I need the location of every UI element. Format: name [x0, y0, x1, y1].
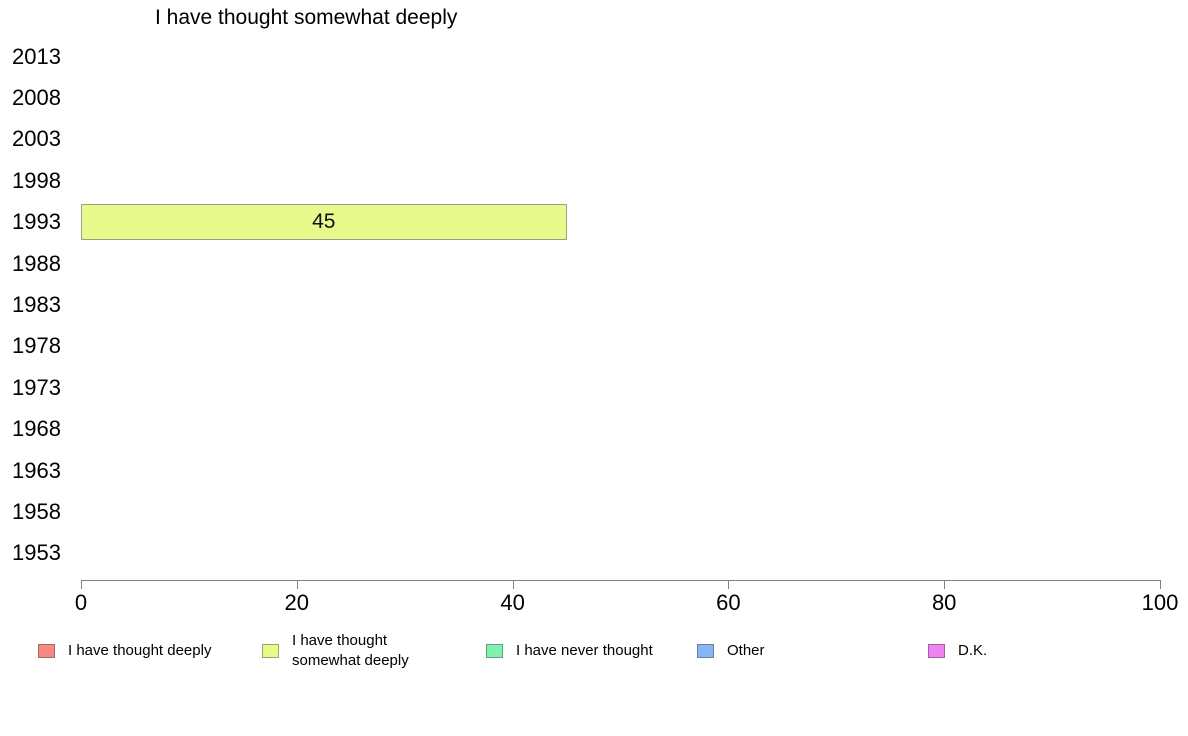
x-axis-tick [728, 580, 730, 589]
y-axis-label: 1958 [12, 498, 61, 524]
legend-label: D.K. [958, 641, 988, 659]
x-axis-tick-label: 0 [74, 590, 88, 615]
legend-item: I have thought deeply [38, 629, 211, 673]
legend-item: I have thought somewhat deeply [262, 629, 409, 673]
y-axis-label: 1978 [12, 333, 61, 359]
bar-value-label: 45 [312, 210, 336, 234]
legend-label: I have thought deeply [68, 641, 212, 659]
y-axis-label: 2003 [12, 126, 61, 152]
legend-swatch [928, 644, 945, 658]
x-axis-tick [81, 580, 82, 589]
y-axis-label: 2008 [12, 84, 61, 110]
x-axis-tick [512, 580, 514, 589]
y-axis-label: 2013 [12, 43, 61, 69]
x-axis-tick [944, 580, 946, 589]
x-axis-line [81, 580, 1160, 581]
x-axis-tick-label: 80 [931, 590, 957, 615]
y-axis-label: 1998 [12, 167, 61, 193]
legend-item: D.K. [928, 629, 987, 673]
y-axis-label: 1968 [12, 416, 61, 442]
y-axis-label: 1973 [12, 374, 61, 400]
legend-swatch [486, 644, 503, 658]
y-axis-label: 1983 [12, 291, 61, 317]
x-axis-tick [296, 580, 298, 589]
x-axis-tick-label: 20 [284, 590, 310, 615]
legend-swatch [697, 644, 714, 658]
legend-item: I have never thought [486, 629, 653, 673]
y-axis-label: 1953 [12, 540, 61, 566]
x-axis-tick-label: 100 [1141, 590, 1179, 615]
legend-swatch [38, 644, 55, 658]
legend-label: I have never thought [516, 641, 653, 659]
y-axis-label: 1963 [12, 457, 61, 483]
chart-title: I have thought somewhat deeply [155, 6, 458, 29]
x-axis-tick-label: 60 [716, 590, 741, 615]
x-axis-tick [1160, 580, 1161, 589]
y-axis-label: 1993 [12, 209, 61, 235]
bar-1993: 45 [81, 204, 567, 241]
legend-swatch [262, 644, 279, 658]
legend-item: Other [697, 629, 765, 673]
y-axis-label: 1988 [12, 250, 61, 276]
legend-label: Other [727, 641, 765, 659]
x-axis-tick-label: 40 [500, 590, 525, 615]
legend-label: I have thought somewhat deeply [292, 631, 409, 669]
